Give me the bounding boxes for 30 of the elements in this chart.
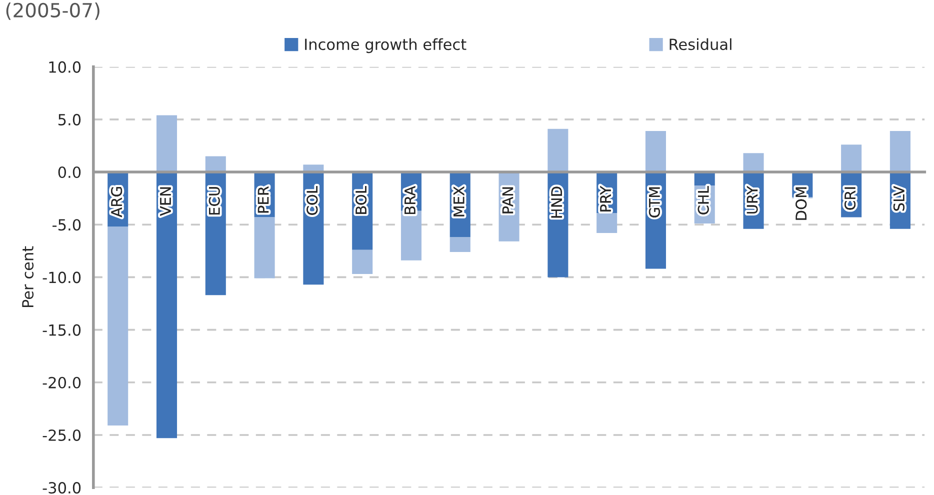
x-tick-label: HND xyxy=(551,186,562,218)
x-tick-label: ECU xyxy=(208,187,220,215)
x-tick-label: GTM xyxy=(648,187,660,218)
x-tick-label: COL xyxy=(306,186,318,215)
y-tick-label: 0.0 xyxy=(58,166,81,178)
x-tick-label: URY xyxy=(746,186,758,214)
x-tick-label: SLV xyxy=(893,186,904,211)
y-tick-label: 5.0 xyxy=(58,114,81,126)
x-tick-label: BRA xyxy=(404,186,416,214)
y-tick-label: -30.0 xyxy=(42,482,81,494)
legend-label: Residual xyxy=(670,38,732,50)
legend-label: Income growth effect xyxy=(305,38,466,54)
x-tick-label: PER xyxy=(258,186,269,213)
y-tick-label: 10.0 xyxy=(49,61,81,73)
chart-title: (2005-07) xyxy=(6,2,100,20)
y-tick-label: -10.0 xyxy=(42,272,81,284)
x-tick-label: PAN xyxy=(502,187,514,214)
x-tick-label: CRI xyxy=(844,187,856,210)
x-tick-label: DOM xyxy=(796,187,807,220)
y-tick-label: -15.0 xyxy=(42,324,81,336)
x-tick-label: ARG xyxy=(111,187,122,218)
x-tick-label: BOL xyxy=(356,186,367,214)
y-tick-label: -25.0 xyxy=(42,429,81,442)
y-tick-label: -5.0 xyxy=(52,219,81,231)
x-tick-label: CHL xyxy=(698,186,709,214)
x-tick-label: PRY xyxy=(600,186,611,212)
x-tick-label: VEN xyxy=(160,187,171,216)
x-tick-label: MEX xyxy=(454,186,464,216)
y-tick-label: -20.0 xyxy=(42,376,81,388)
y-axis-title: Per cent xyxy=(22,246,34,308)
